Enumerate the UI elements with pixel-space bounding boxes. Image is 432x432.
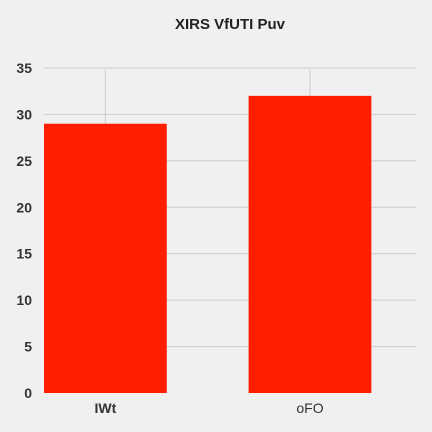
y-tick-label: 35 [16, 60, 32, 76]
y-tick-label: 5 [24, 339, 32, 355]
bar-IWt [44, 123, 167, 393]
y-tick-label: 30 [16, 106, 32, 122]
y-tick-label: 15 [16, 246, 32, 262]
chart-title: XIRS VfUTI Puv [175, 16, 286, 33]
x-tick-label: IWt [94, 400, 116, 416]
y-tick-label: 10 [16, 292, 32, 308]
bar-oFO [248, 95, 372, 393]
y-tick-label: 25 [16, 153, 32, 169]
x-axis-ticks: IWt oFO [94, 400, 323, 416]
y-tick-label: 0 [24, 385, 32, 401]
x-tick-label: oFO [296, 400, 323, 416]
y-axis-ticks: 0 5 10 15 20 25 30 35 [16, 60, 32, 401]
bars [44, 95, 372, 393]
y-tick-label: 20 [16, 199, 32, 215]
